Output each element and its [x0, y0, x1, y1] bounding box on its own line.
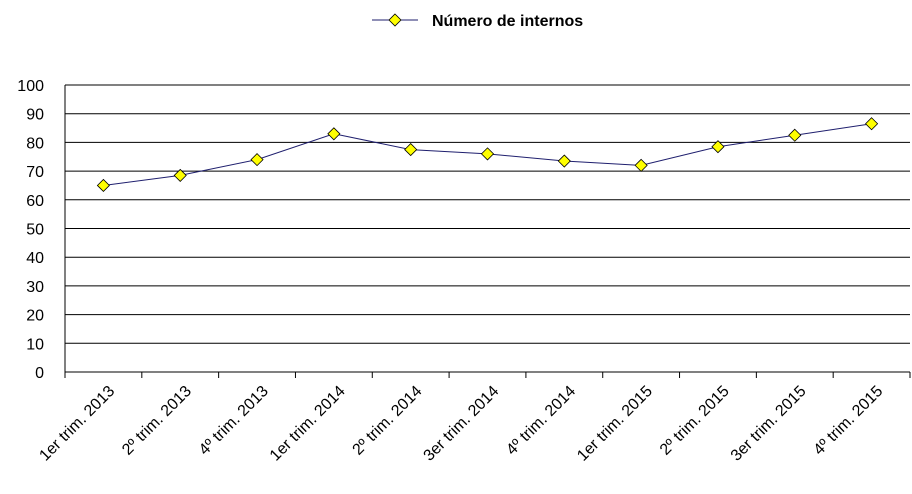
y-tick-label: 90 [26, 107, 44, 124]
point [96, 178, 110, 193]
y-tick-label: 0 [35, 365, 44, 382]
x-tick-label: 3er trim. 2014 [421, 383, 503, 465]
point [634, 158, 648, 172]
y-tick-label: 20 [26, 308, 44, 325]
y-tick-label: 70 [26, 164, 44, 181]
x-tick-label: 4º trim. 2013 [196, 383, 272, 459]
point [557, 154, 571, 168]
point [173, 168, 187, 182]
x-tick-label: 1er trim. 2014 [267, 383, 349, 465]
y-tick-label: 80 [26, 135, 44, 152]
point [711, 140, 725, 154]
point [250, 153, 264, 167]
y-tick-label: 30 [26, 279, 44, 296]
point [480, 147, 495, 161]
x-tick-label: 2º trim. 2015 [657, 383, 733, 459]
point [404, 143, 418, 157]
y-tick-label: 10 [26, 336, 44, 353]
x-tick-label: 1er trim. 2015 [574, 383, 656, 465]
x-tick-label: 3er trim. 2015 [728, 383, 810, 465]
legend-marker [388, 13, 402, 27]
x-tick-label: 2º trim. 2013 [119, 383, 195, 459]
x-tick-label: 4º trim. 2014 [503, 383, 579, 459]
y-tick-label: 40 [26, 250, 44, 267]
x-tick-label: 2º trim. 2014 [350, 383, 426, 459]
legend-label: Número de internos [432, 13, 583, 30]
point [327, 127, 341, 141]
y-tick-label: 100 [17, 78, 44, 95]
point [865, 117, 879, 131]
y-tick-label: 60 [26, 193, 44, 210]
x-tick-label: 1er trim. 2013 [36, 383, 118, 465]
x-tick-label: 4º trim. 2015 [811, 383, 887, 459]
point [788, 128, 802, 142]
y-tick-label: 50 [26, 222, 44, 239]
